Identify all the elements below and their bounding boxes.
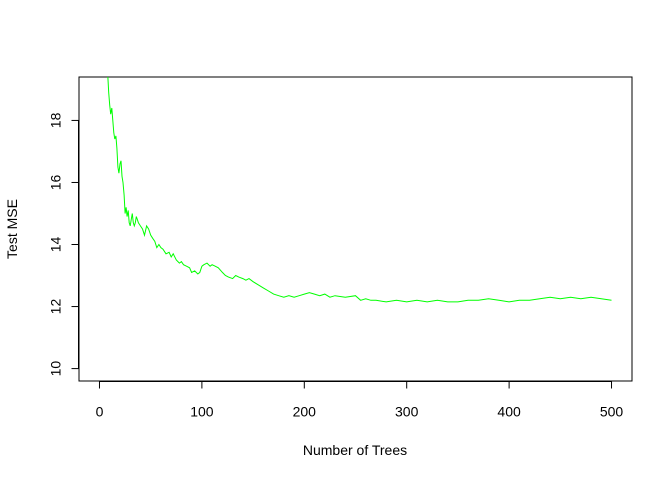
x-axis: 0 100 200 300 400 500 (96, 381, 624, 420)
series-line-test-mse (107, 77, 612, 303)
plot-frame (78, 76, 633, 382)
x-tick-label: 300 (395, 404, 419, 420)
y-tick-label: 10 (48, 361, 64, 377)
x-axis-label: Number of Trees (303, 442, 407, 458)
x-tick-label: 0 (96, 404, 104, 420)
x-tick-label: 100 (190, 404, 214, 420)
y-axis: 10 12 14 16 18 (48, 112, 79, 376)
x-tick-label: 500 (600, 404, 624, 420)
y-tick-label: 18 (48, 112, 64, 128)
x-tick-label: 400 (497, 404, 521, 420)
y-tick-label: 16 (48, 174, 64, 190)
y-tick-label: 14 (48, 237, 64, 253)
series-group (107, 77, 612, 303)
y-tick-label: 12 (48, 299, 64, 315)
y-axis-label: Test MSE (4, 199, 20, 259)
x-tick-label: 200 (293, 404, 317, 420)
